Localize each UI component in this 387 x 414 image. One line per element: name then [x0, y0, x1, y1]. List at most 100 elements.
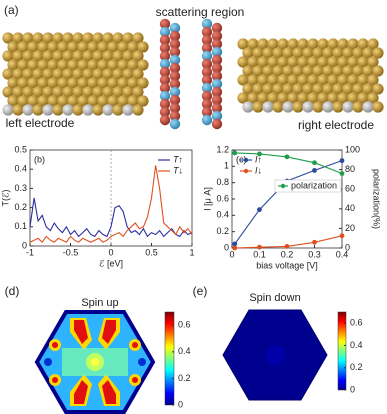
region-label: right electrode: [298, 118, 374, 132]
atom: [211, 94, 223, 106]
atom: [357, 38, 369, 50]
atom: [22, 68, 34, 80]
atom: [237, 92, 249, 104]
atom: [67, 95, 79, 107]
atom: [372, 47, 384, 59]
x-tick-label: -1: [26, 247, 34, 257]
atom: [262, 101, 274, 113]
atom: [267, 38, 279, 50]
atom: [42, 86, 54, 98]
atom: [302, 83, 314, 95]
atom: [57, 59, 69, 71]
atom: [102, 104, 114, 116]
atom: [127, 77, 139, 89]
atom: [112, 104, 124, 116]
y2-axis-label: polarization(%): [372, 169, 382, 229]
atom: [47, 95, 59, 107]
atom: [17, 77, 29, 89]
atom: [247, 56, 259, 68]
atom: [102, 50, 114, 62]
atom: [137, 59, 149, 71]
atom: [257, 38, 269, 50]
atom: [92, 68, 104, 80]
colorbar-tick-label: 0.2: [178, 373, 191, 383]
y-tick-label: 0.5: [14, 144, 27, 154]
atom: [322, 83, 334, 95]
atom: [211, 46, 223, 58]
atom: [367, 92, 379, 104]
data-point: [339, 158, 345, 164]
atom: [292, 47, 304, 59]
x-tick-label: 0.5: [145, 247, 158, 257]
atom: [169, 22, 181, 34]
data-point: [232, 245, 238, 251]
atom: [97, 59, 109, 71]
atom: [332, 65, 344, 77]
data-point: [232, 150, 238, 156]
atom: [362, 65, 374, 77]
y-axis-label: T(ℰ): [0, 190, 10, 207]
atom: [302, 65, 314, 77]
atom: [201, 18, 213, 30]
atom: [352, 47, 364, 59]
atom: [137, 41, 149, 53]
legend-label: polarization: [291, 180, 337, 190]
atom: [112, 50, 124, 62]
atom: [247, 74, 259, 86]
atom: [317, 74, 329, 86]
colorbar-tick-label: 0.2: [350, 362, 363, 372]
atom: [282, 101, 294, 113]
atom: [282, 47, 294, 59]
atom: [77, 95, 89, 107]
atom: [107, 95, 119, 107]
atom: [252, 83, 264, 95]
atom: [32, 68, 44, 80]
x-tick-label: 0.4: [336, 249, 349, 259]
atom: [87, 41, 99, 53]
atom: [201, 42, 213, 54]
y-tick-label: 0.2: [216, 226, 229, 236]
atom: [2, 68, 14, 80]
data-point: [257, 151, 262, 157]
atom: [132, 68, 144, 80]
atom: [22, 50, 34, 62]
atom: [122, 68, 134, 80]
atom: [12, 104, 24, 116]
atom: [97, 41, 109, 53]
atom: [62, 68, 74, 80]
atom: [32, 86, 44, 98]
atom: [122, 50, 134, 62]
atom: [17, 95, 29, 107]
atom: [132, 50, 144, 62]
colorbar-tick-label: 0.4: [178, 346, 191, 356]
series-line: [29, 197, 193, 238]
y2-tick-label: 40: [345, 203, 355, 213]
atom: [327, 38, 339, 50]
atom: [337, 56, 349, 68]
legend-label: T↓: [173, 165, 183, 175]
atom: [72, 68, 84, 80]
atom: [137, 77, 149, 89]
atom: [302, 47, 314, 59]
atom: [117, 41, 129, 53]
atom: [117, 95, 129, 107]
atom: [277, 38, 289, 50]
atom: [122, 32, 134, 44]
y-axis-label: I [μ A]: [202, 187, 212, 211]
atom: [337, 38, 349, 50]
atom: [272, 83, 284, 95]
atom: [122, 86, 134, 98]
atom: [159, 34, 171, 46]
atom: [132, 32, 144, 44]
atom: [357, 56, 369, 68]
atom: [282, 83, 294, 95]
atom: [159, 66, 171, 78]
atom: [92, 86, 104, 98]
atom: [169, 118, 181, 130]
y-tick-label: 0.3: [14, 183, 27, 193]
atom: [82, 104, 94, 116]
atom: [297, 56, 309, 68]
atom: [252, 65, 264, 77]
atom: [322, 101, 334, 113]
